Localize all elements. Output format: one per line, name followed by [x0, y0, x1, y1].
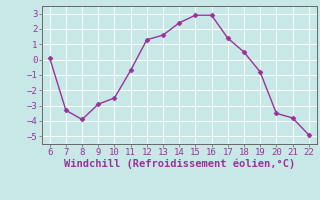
X-axis label: Windchill (Refroidissement éolien,°C): Windchill (Refroidissement éolien,°C) — [64, 159, 295, 169]
